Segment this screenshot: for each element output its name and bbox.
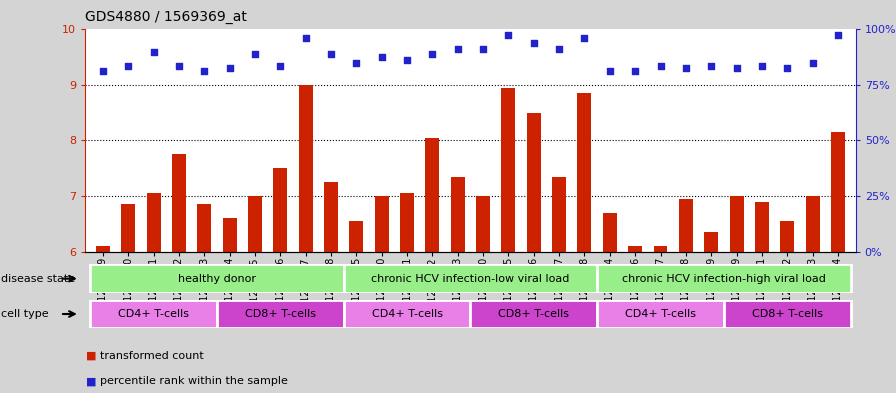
Bar: [729, 196, 744, 252]
Bar: [344, 264, 597, 293]
Bar: [217, 300, 344, 328]
Text: CD8+ T-cells: CD8+ T-cells: [752, 309, 823, 319]
Bar: [400, 193, 414, 252]
Bar: [704, 232, 719, 252]
Text: healthy donor: healthy donor: [178, 274, 256, 284]
Point: [653, 62, 668, 69]
Bar: [248, 196, 262, 252]
Point: [400, 57, 414, 63]
Bar: [597, 300, 724, 328]
Bar: [121, 204, 135, 252]
Point: [704, 62, 719, 69]
Bar: [349, 221, 363, 252]
Text: disease state: disease state: [1, 274, 75, 284]
Point: [527, 40, 541, 46]
Bar: [806, 196, 820, 252]
Point: [678, 65, 693, 72]
Bar: [578, 93, 591, 252]
Bar: [222, 218, 237, 252]
Point: [323, 51, 338, 58]
Point: [729, 65, 744, 72]
Bar: [90, 300, 217, 328]
Bar: [90, 264, 344, 293]
Point: [451, 46, 465, 52]
Point: [349, 60, 364, 66]
Point: [298, 35, 313, 41]
Bar: [96, 246, 110, 252]
Text: CD4+ T-cells: CD4+ T-cells: [625, 309, 696, 319]
Text: GDS4880 / 1569369_at: GDS4880 / 1569369_at: [85, 10, 247, 24]
Bar: [147, 193, 160, 252]
Point: [146, 48, 160, 55]
Bar: [527, 113, 541, 252]
Text: CD4+ T-cells: CD4+ T-cells: [372, 309, 443, 319]
Text: chronic HCV infection-high viral load: chronic HCV infection-high viral load: [622, 274, 826, 284]
Bar: [375, 196, 389, 252]
Bar: [470, 300, 597, 328]
Bar: [426, 138, 439, 252]
Text: ■: ■: [86, 376, 97, 386]
Point: [248, 51, 263, 58]
Point: [96, 68, 110, 74]
Bar: [603, 213, 616, 252]
Bar: [679, 199, 693, 252]
Point: [501, 32, 515, 38]
Bar: [755, 202, 769, 252]
Point: [426, 51, 440, 58]
Text: ■: ■: [86, 351, 97, 361]
Bar: [780, 221, 794, 252]
Text: cell type: cell type: [1, 309, 48, 319]
Text: percentile rank within the sample: percentile rank within the sample: [100, 376, 289, 386]
Bar: [324, 182, 338, 252]
Bar: [831, 132, 845, 252]
Text: CD4+ T-cells: CD4+ T-cells: [118, 309, 189, 319]
Bar: [197, 204, 211, 252]
Text: transformed count: transformed count: [100, 351, 204, 361]
Point: [577, 35, 591, 41]
Bar: [172, 154, 185, 252]
Point: [375, 54, 389, 61]
Point: [197, 68, 211, 74]
Bar: [502, 88, 515, 252]
Bar: [724, 300, 850, 328]
Point: [222, 65, 237, 72]
Bar: [344, 300, 470, 328]
Text: CD8+ T-cells: CD8+ T-cells: [245, 309, 315, 319]
Point: [172, 62, 186, 69]
Bar: [298, 85, 313, 252]
Point: [831, 32, 845, 38]
Bar: [273, 168, 288, 252]
Point: [603, 68, 617, 74]
Text: chronic HCV infection-low viral load: chronic HCV infection-low viral load: [371, 274, 570, 284]
Point: [754, 62, 769, 69]
Point: [780, 65, 795, 72]
Text: CD8+ T-cells: CD8+ T-cells: [498, 309, 569, 319]
Point: [273, 62, 288, 69]
Point: [806, 60, 820, 66]
Bar: [552, 176, 566, 252]
Bar: [653, 246, 668, 252]
Point: [121, 62, 135, 69]
Point: [552, 46, 566, 52]
Bar: [597, 264, 850, 293]
Bar: [628, 246, 642, 252]
Bar: [476, 196, 490, 252]
Point: [628, 68, 642, 74]
Bar: [451, 176, 465, 252]
Point: [476, 46, 490, 52]
